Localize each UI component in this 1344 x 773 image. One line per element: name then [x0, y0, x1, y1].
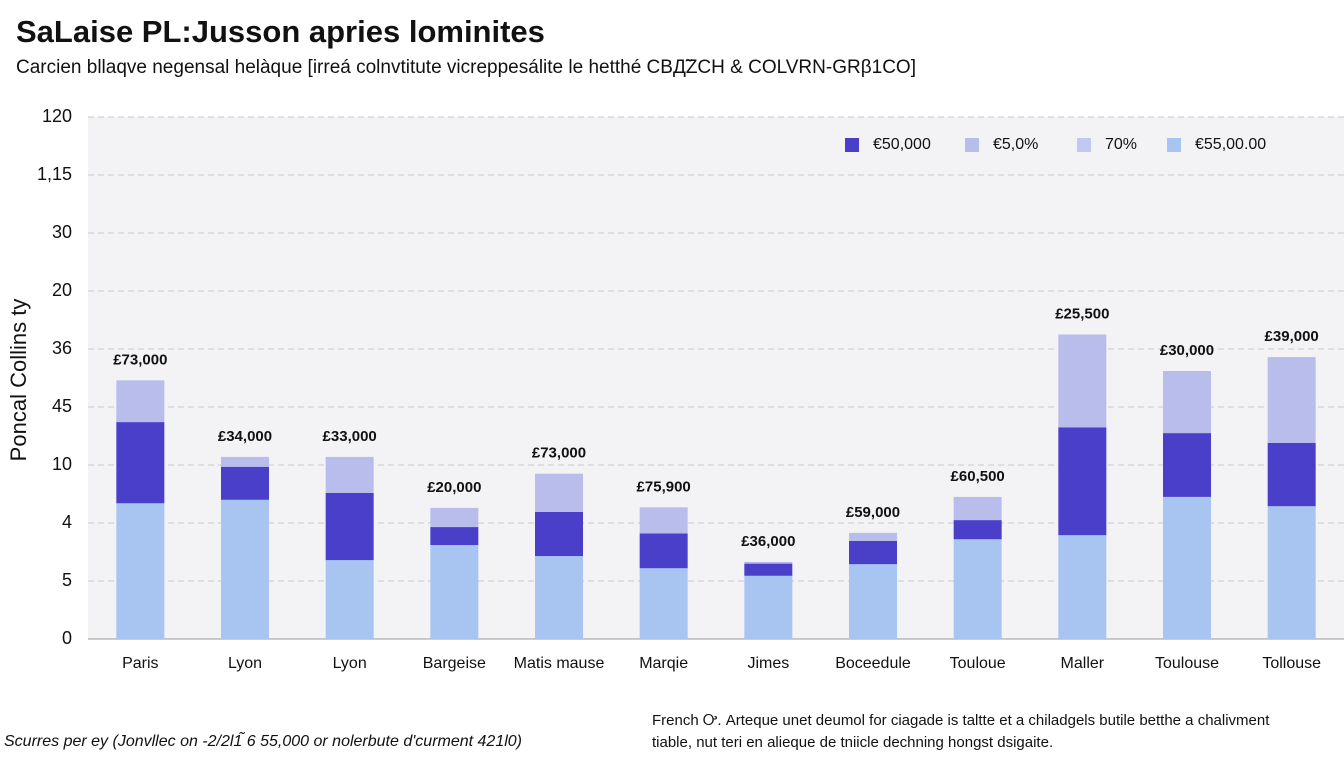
bar-segment — [1267, 357, 1316, 443]
bar-label: £60,500 — [951, 468, 1005, 485]
bar-segment — [116, 422, 165, 504]
bar-segment — [639, 533, 688, 569]
x-tick-label: Maller — [1061, 655, 1105, 672]
bar-segment — [953, 496, 1002, 521]
bar-segment — [325, 560, 374, 639]
y-tick-label: 36 — [52, 338, 72, 358]
bar-segment — [535, 511, 583, 557]
footnote: French Ꭴ. Arteque unet deumol for ciagad… — [652, 712, 1270, 729]
x-tick-label: Marqie — [639, 655, 688, 672]
bar-segment — [1163, 371, 1211, 434]
plot-area — [88, 117, 1344, 639]
y-tick-label: 5 — [62, 570, 72, 590]
bar-label: £33,000 — [323, 428, 377, 445]
legend-swatch — [845, 138, 859, 152]
bar-segment — [744, 563, 793, 576]
bar-label: £30,000 — [1160, 342, 1214, 359]
bar-segment — [430, 527, 479, 546]
bar-segment — [1058, 427, 1107, 536]
chart-subtitle: Carcien bllaqve negensal helàque [irreá … — [16, 57, 916, 78]
y-tick-label: 4 — [62, 512, 72, 532]
bar-label: £20,000 — [427, 479, 481, 496]
bar-segment — [953, 539, 1002, 639]
bar-label: £73,000 — [532, 445, 586, 462]
y-tick-label: 10 — [52, 454, 72, 474]
bar-segment — [1267, 506, 1316, 639]
bar-label: £36,000 — [741, 533, 795, 550]
footnote: Scurres per ey (Jonvllec on -2/2Ɩ1 ̃6 55… — [4, 730, 522, 750]
y-axis-label: Poncal Collins ty — [6, 299, 31, 462]
bar-segment — [953, 520, 1002, 540]
x-tick-label: Matis mause — [514, 655, 605, 672]
chart-title: SaLaise PL:Jusson apries lominites — [16, 14, 545, 49]
bar-segment — [430, 507, 479, 528]
y-tick-label: 120 — [42, 106, 72, 126]
bar-label: £73,000 — [113, 351, 167, 368]
y-tick-label: 0 — [62, 628, 72, 648]
bar-segment — [1267, 442, 1316, 507]
bar-label: £75,900 — [637, 478, 691, 495]
x-tick-label: Toulouse — [1155, 655, 1219, 672]
y-tick-label: 30 — [52, 222, 72, 242]
bar-segment — [325, 456, 374, 493]
legend-label: €55,00.00 — [1195, 136, 1266, 153]
x-tick-label: Bargeise — [423, 655, 486, 672]
bar-segment — [325, 492, 374, 561]
bar-segment — [535, 556, 583, 639]
bar-segment — [1058, 334, 1107, 428]
bar-segment — [744, 575, 793, 639]
legend-label: €50,000 — [873, 136, 931, 153]
bar-label: £59,000 — [846, 504, 900, 521]
bar-segment — [221, 456, 269, 467]
bar-segment — [221, 466, 269, 500]
x-tick-label: Tollouse — [1262, 655, 1321, 672]
bar-segment — [639, 568, 688, 639]
bar-segment — [849, 564, 897, 639]
bar-segment — [1163, 433, 1211, 497]
bar-segment — [116, 503, 165, 639]
legend-swatch — [1167, 138, 1181, 152]
x-tick-label: Lyon — [333, 655, 367, 672]
legend-swatch — [965, 138, 979, 152]
bar-segment — [535, 473, 583, 512]
x-tick-label: Lyon — [228, 655, 262, 672]
bar-segment — [849, 540, 897, 565]
legend-label: €5,0% — [993, 136, 1038, 153]
y-tick-label: 1,15 — [37, 164, 72, 184]
x-tick-label: Boceedule — [835, 655, 911, 672]
bar-segment — [744, 561, 793, 564]
bar-segment — [1163, 496, 1211, 639]
legend-label: 70% — [1105, 136, 1137, 153]
bar-segment — [221, 499, 269, 639]
bar-segment — [849, 532, 897, 541]
bar-label: £25,500 — [1055, 305, 1109, 322]
footnote: tiable, nut teri en alieque de tniicle d… — [652, 734, 1053, 751]
legend-swatch — [1077, 138, 1091, 152]
bar-segment — [430, 545, 479, 639]
bar-segment — [116, 380, 165, 423]
x-tick-label: Paris — [122, 655, 158, 672]
y-tick-label: 20 — [52, 280, 72, 300]
bar-label: £34,000 — [218, 428, 272, 445]
bar-label: £39,000 — [1265, 328, 1319, 345]
x-tick-label: Touloue — [950, 655, 1006, 672]
bar-segment — [639, 507, 688, 534]
y-tick-label: 45 — [52, 396, 72, 416]
x-tick-label: Jimes — [747, 655, 789, 672]
bar-segment — [1058, 535, 1107, 639]
